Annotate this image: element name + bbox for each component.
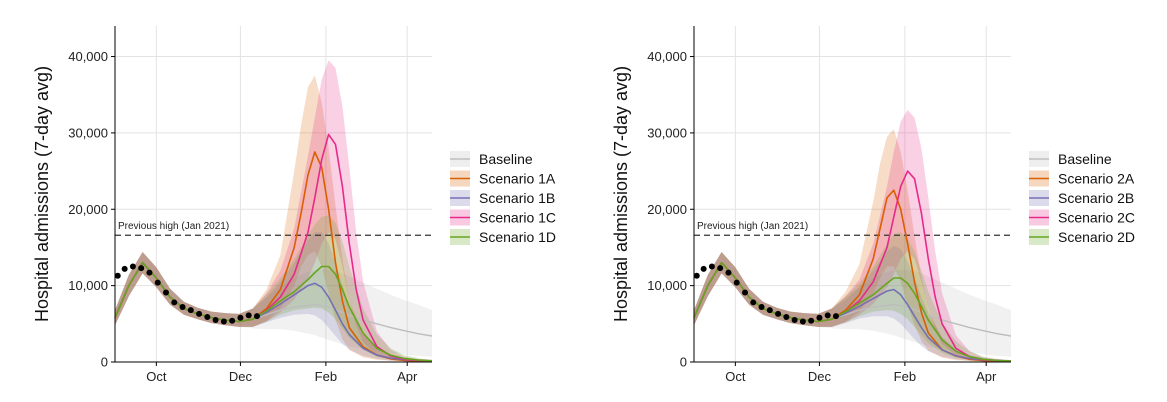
c1-reference-line-label: Previous high (Jan 2021) [697, 221, 808, 232]
c1-x-tick-label-1: Dec [808, 369, 832, 384]
c0-reference-line-label: Previous high (Jan 2021) [118, 221, 229, 232]
c1-legend-label-scenario-2b: Scenario 2B [1058, 190, 1134, 206]
c0-y-axis-label: Hospital admissions (7-day avg) [32, 66, 52, 322]
chart-panel-scenario-2: Previous high (Jan 2021) 0 10,000 20,000 30,… [579, 0, 1162, 402]
c0-band-scenario-1c [115, 60, 432, 362]
c1-observed-points [693, 263, 839, 325]
chart-panel-scenario-1: Previous high (Jan 2021) 0 10,000 20,000 30,… [0, 0, 583, 402]
c0-y-tick-label-4: 40,000 [68, 49, 108, 64]
c0-uncertainty-bands [115, 60, 432, 362]
c0-observed-point-16 [245, 312, 252, 319]
c1-y-tick-label-2: 20,000 [647, 202, 687, 217]
c1-observed-point-14 [808, 317, 815, 324]
c1-legend-label-scenario-2a: Scenario 2A [1058, 171, 1135, 187]
c1-band-scenario-2b [694, 245, 1011, 362]
c1-observed-point-17 [832, 313, 839, 320]
c1-observed-point-8 [758, 304, 765, 311]
c0-y-tick-label-2: 20,000 [68, 202, 108, 217]
c1-observed-point-13 [799, 318, 806, 325]
c0-observed-point-6 [162, 289, 169, 296]
c1-x-tick-label-3: Apr [976, 369, 997, 384]
c0-y-tick-label-1: 10,000 [68, 278, 108, 293]
c0-y-tick-label-0: 0 [101, 355, 108, 370]
c1-band-scenario-2d [694, 232, 1011, 362]
c0-observed-point-4 [146, 269, 153, 276]
c0-x-tick-label-3: Apr [397, 369, 418, 384]
c1-observed-point-11 [783, 313, 790, 320]
c1-y-axis-label: Hospital admissions (7-day avg) [611, 66, 631, 322]
c1-y-tick-label-4: 40,000 [647, 49, 687, 64]
c0-observed-point-1 [121, 265, 128, 272]
chart-svg-scenario-2: Previous high (Jan 2021) 0 10,000 20,000 30,… [611, 26, 1135, 384]
c1-observed-point-7 [750, 299, 757, 306]
c0-y-tick-label-3: 30,000 [68, 125, 108, 140]
c0-observed-point-0 [114, 272, 121, 279]
c0-legend-label-baseline: Baseline [479, 151, 533, 167]
c1-x-tick-label-0: Oct [725, 369, 746, 384]
c0-observed-point-5 [154, 279, 161, 286]
c0-band-scenario-1b [115, 232, 432, 362]
c0-legend-label-scenario-1b: Scenario 1B [479, 190, 555, 206]
c1-legend: Baseline Scenario 2A Scenario 2B Scenario 2… [1029, 151, 1135, 245]
c0-observed-point-11 [204, 313, 211, 320]
c0-x-tick-label-0: Oct [146, 369, 167, 384]
c1-uncertainty-bands [694, 110, 1011, 362]
c0-x-tick-label-2: Feb [315, 369, 337, 384]
c0-observed-point-10 [196, 310, 203, 317]
c1-observed-point-15 [816, 314, 823, 321]
c0-observed-point-15 [237, 314, 244, 321]
c1-x-tick-label-2: Feb [894, 369, 916, 384]
c0-observed-point-3 [138, 265, 145, 272]
c0-observed-point-17 [253, 313, 260, 320]
c1-observed-point-16 [824, 312, 831, 319]
c0-observed-points [114, 263, 260, 325]
c1-observed-point-12 [791, 317, 798, 323]
c1-observed-point-9 [766, 307, 773, 314]
c1-observed-point-6 [741, 289, 748, 296]
c1-observed-point-1 [700, 265, 707, 272]
c1-band-scenario-2c [694, 110, 1011, 362]
c1-observed-point-5 [733, 279, 740, 286]
c0-observed-point-2 [129, 263, 136, 270]
c1-y-tick-label-0: 0 [680, 355, 687, 370]
c1-legend-label-baseline: Baseline [1058, 151, 1112, 167]
c1-y-tick-label-3: 30,000 [647, 125, 687, 140]
c1-legend-label-scenario-2d: Scenario 2D [1058, 229, 1135, 245]
c1-y-tick-label-1: 10,000 [647, 278, 687, 293]
c0-legend-label-scenario-1c: Scenario 1C [479, 210, 556, 226]
c0-legend: Baseline Scenario 1A Scenario 1B Scenario 1… [450, 151, 556, 245]
c0-band-scenario-1d [115, 215, 432, 362]
c0-observed-point-9 [187, 307, 194, 314]
c0-observed-point-12 [212, 317, 219, 323]
chart-svg-scenario-1: Previous high (Jan 2021) 0 10,000 20,000 30,… [32, 26, 556, 384]
c1-observed-point-4 [725, 269, 732, 276]
c0-observed-point-13 [220, 318, 227, 325]
c0-observed-point-14 [229, 317, 236, 324]
c1-band-scenario-2a [694, 129, 1011, 362]
c0-legend-label-scenario-1a: Scenario 1A [479, 171, 556, 187]
c1-legend-label-scenario-2c: Scenario 2C [1058, 210, 1135, 226]
c1-observed-point-0 [693, 272, 700, 279]
c0-observed-point-7 [171, 299, 178, 306]
c0-legend-label-scenario-1d: Scenario 1D [479, 229, 556, 245]
c1-observed-point-3 [717, 265, 724, 272]
c0-grid [115, 26, 432, 363]
c0-x-tick-label-1: Dec [229, 369, 253, 384]
c0-observed-point-8 [179, 304, 186, 311]
c1-observed-point-2 [708, 263, 715, 270]
c1-observed-point-10 [775, 310, 782, 317]
